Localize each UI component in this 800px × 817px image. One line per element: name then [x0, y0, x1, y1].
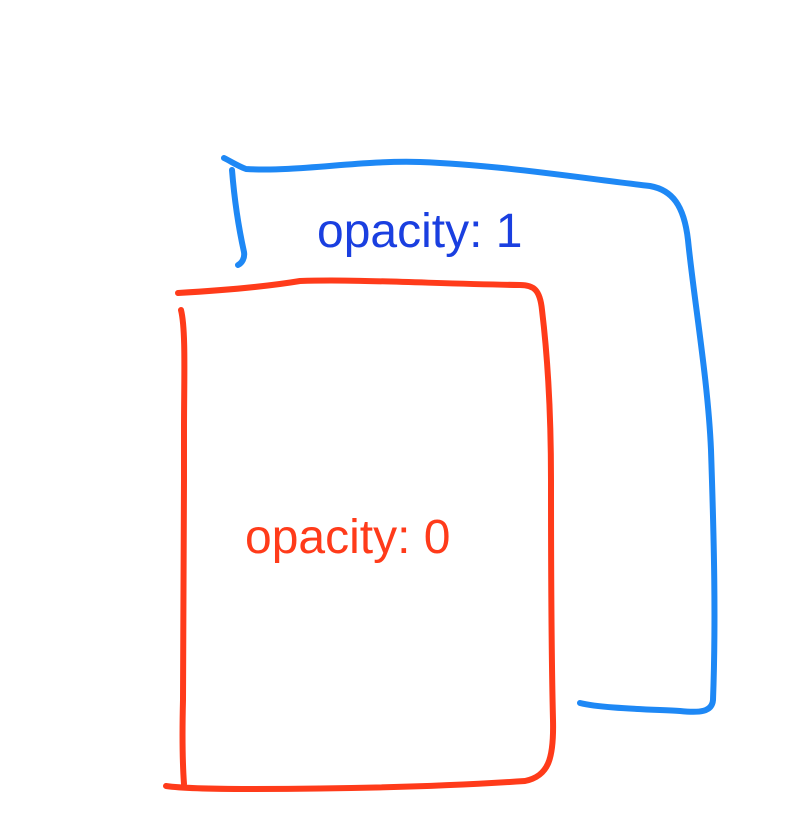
back-box-outline — [221, 155, 718, 715]
front-box-left-side — [178, 307, 188, 787]
back-box-label: opacity: 1 — [317, 205, 522, 258]
front-box-outline — [163, 277, 557, 792]
back-box-left-stub — [229, 167, 248, 268]
back-box: opacity: 1 — [221, 155, 718, 715]
front-box: opacity: 0 — [163, 277, 557, 792]
front-box-label: opacity: 0 — [245, 511, 450, 564]
